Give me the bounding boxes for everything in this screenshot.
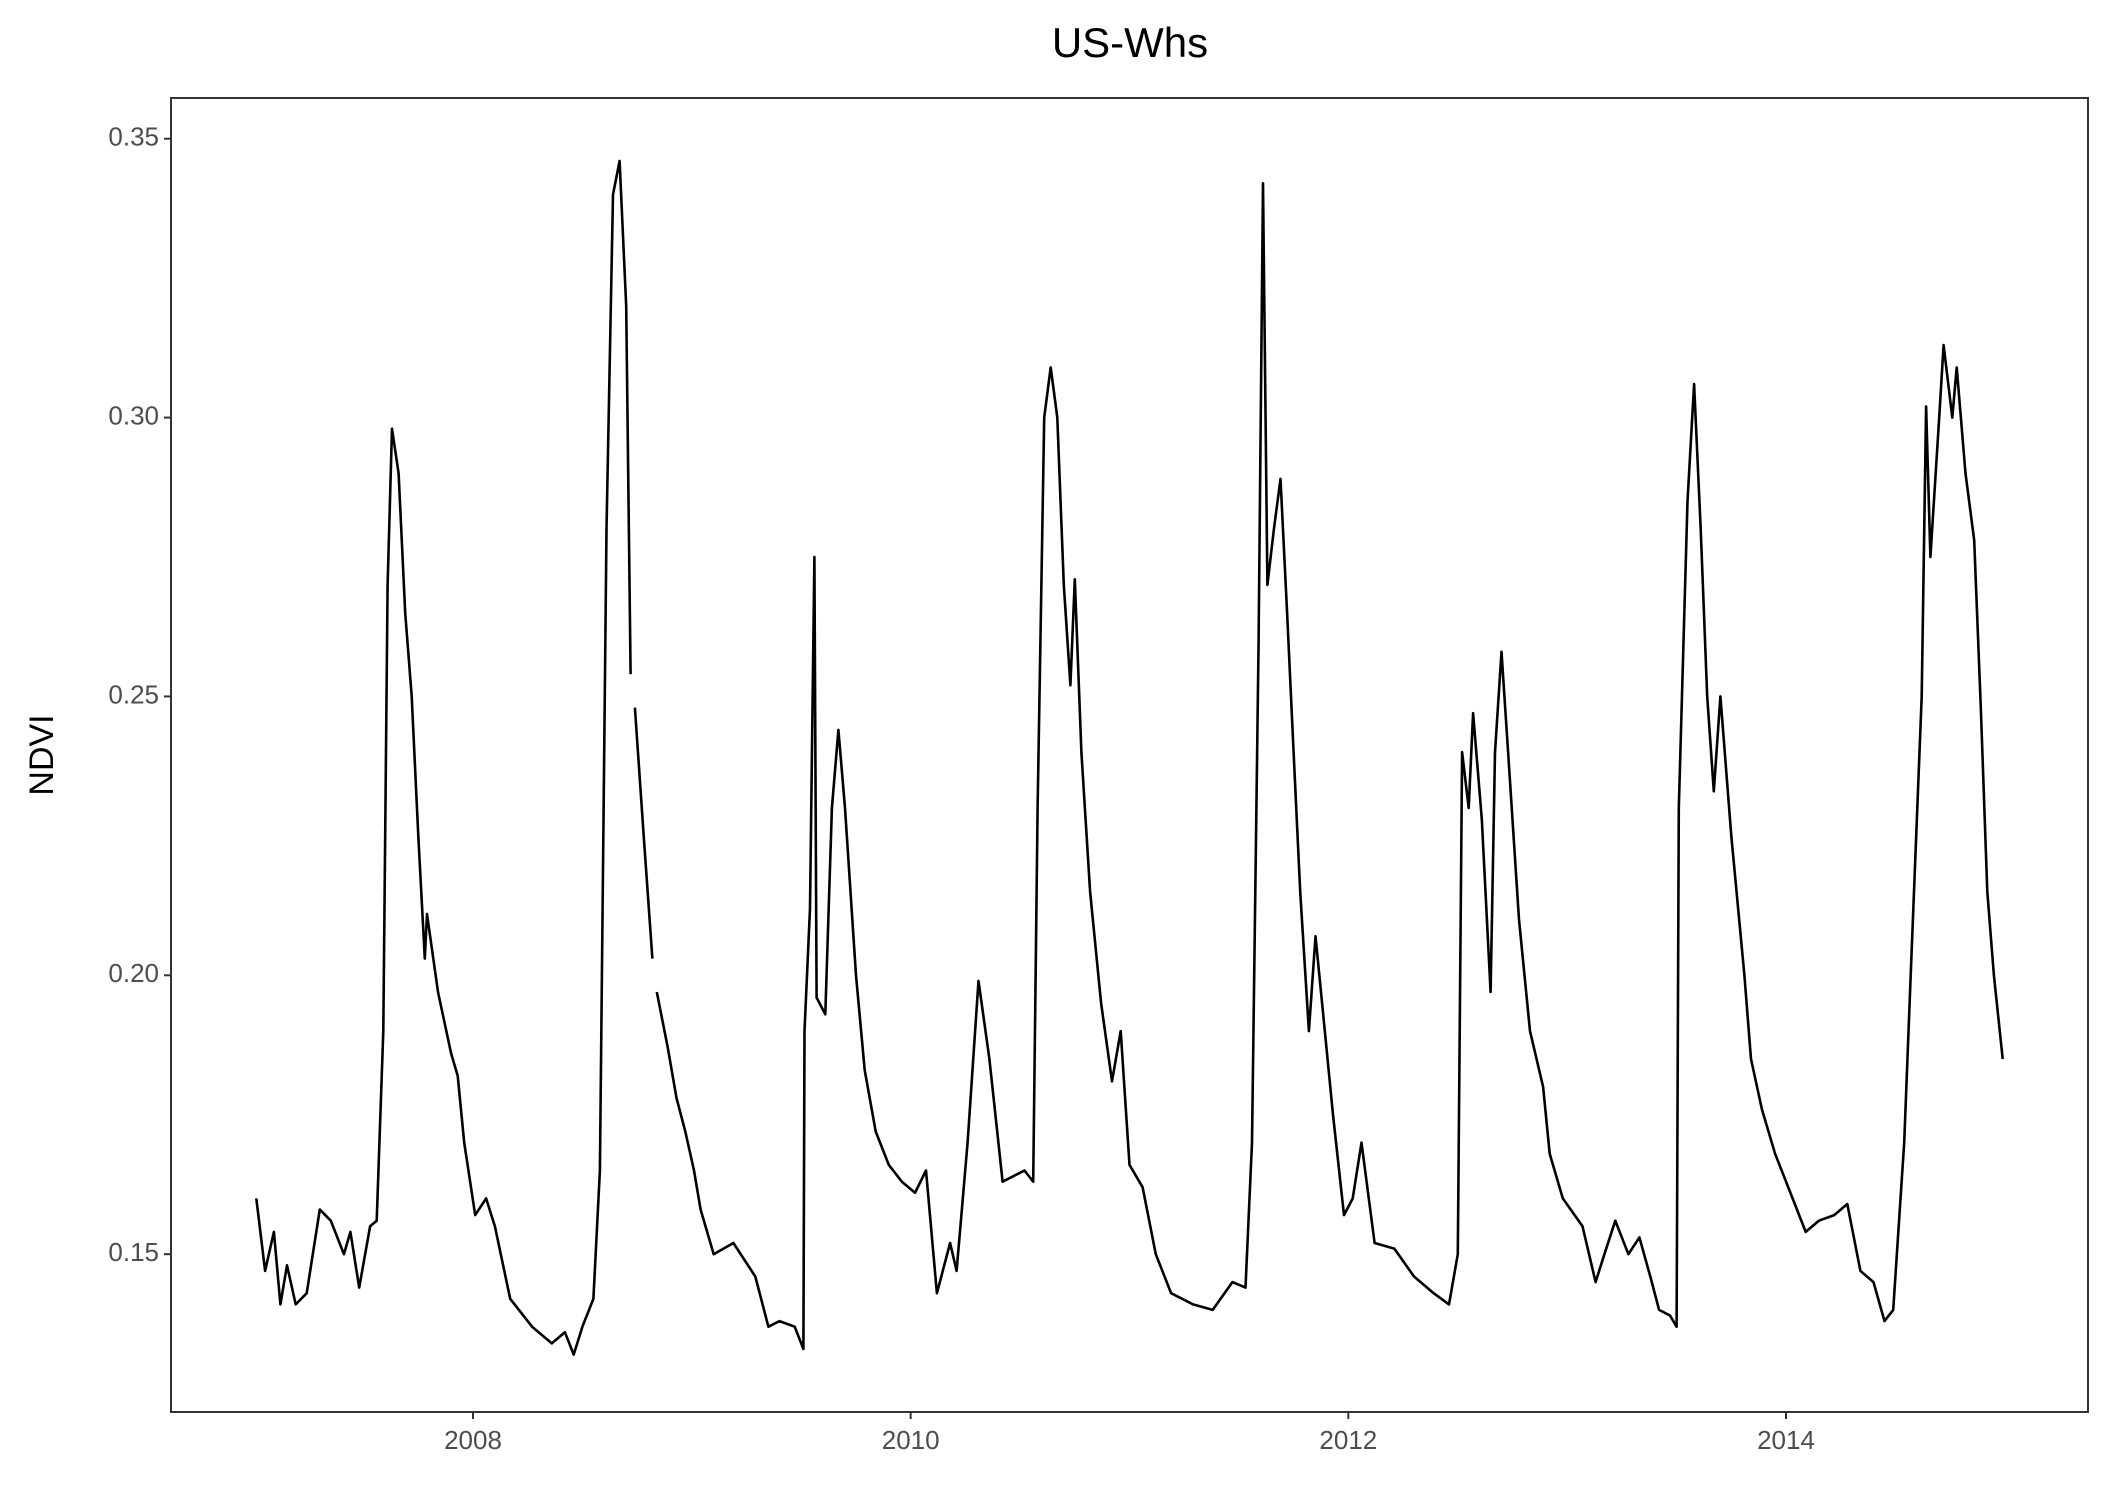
data-line: [255, 159, 2004, 1356]
x-tick-label: 2010: [882, 1425, 940, 1455]
x-tick-label: 2012: [1319, 1425, 1377, 1455]
plot-border: [170, 97, 2089, 1413]
y-axis-label: NDVI: [23, 714, 61, 795]
y-tick-label: 0.20: [108, 958, 159, 988]
y-tick-label: 0.35: [108, 122, 159, 152]
y-tick-label: 0.15: [108, 1237, 159, 1267]
y-tick-label: 0.25: [108, 679, 159, 709]
x-tick-label: 2014: [1757, 1425, 1815, 1455]
y-tick-label: 0.30: [108, 400, 159, 430]
chart-title: US-Whs: [1052, 19, 1208, 66]
x-tick-label: 2008: [444, 1425, 502, 1455]
